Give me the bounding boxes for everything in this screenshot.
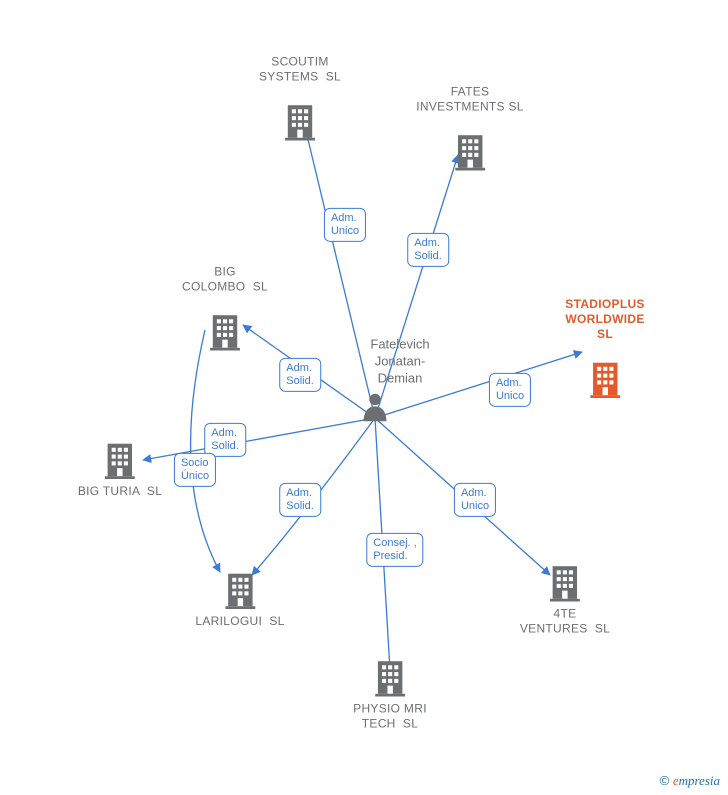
company-label: SCOUTIM SYSTEMS SL <box>259 55 341 85</box>
building-icon <box>223 571 257 614</box>
person-icon <box>361 392 389 429</box>
copyright: © empresia <box>660 773 720 789</box>
center-label: Fatelevich Jonatan- Demian <box>370 337 429 388</box>
brand: empresia <box>673 773 720 788</box>
building-icon <box>283 103 317 146</box>
edge-label-scoutim: Adm. Unico <box>324 208 366 242</box>
building-icon <box>373 659 407 702</box>
edge-label-extra-0: Socio Único <box>174 453 216 487</box>
building-icon <box>103 441 137 484</box>
company-label: STADIOPLUS WORLDWIDE SL <box>565 297 644 342</box>
company-label: LARILOGUI SL <box>195 614 284 629</box>
company-label: PHYSIO MRI TECH SL <box>353 702 427 732</box>
company-node-bigturia[interactable]: BIG TURIA SL <box>78 441 162 499</box>
company-node-larilogui[interactable]: LARILOGUI SL <box>195 571 284 629</box>
company-label: BIG TURIA SL <box>78 484 162 499</box>
edge-label-stadioplus: Adm. Unico <box>489 373 531 407</box>
company-node-bigcolombo[interactable]: BIG COLOMBO SL <box>182 265 268 356</box>
edge-label-larilogui: Adm. Solid. <box>279 483 321 517</box>
building-icon <box>453 133 487 176</box>
company-node-physio[interactable]: PHYSIO MRI TECH SL <box>353 659 427 732</box>
edge-label-bigcolombo: Adm. Solid. <box>279 358 321 392</box>
company-node-stadioplus[interactable]: STADIOPLUS WORLDWIDE SL <box>565 297 644 403</box>
center-person <box>361 392 389 429</box>
company-node-fates[interactable]: FATES INVESTMENTS SL <box>416 85 524 176</box>
company-label: FATES INVESTMENTS SL <box>416 85 524 115</box>
edge-label-fates: Adm. Solid. <box>407 233 449 267</box>
edge-label-4te: Adm. Unico <box>454 483 496 517</box>
company-node-4te[interactable]: 4TE VENTURES SL <box>520 564 610 637</box>
building-icon <box>588 360 622 403</box>
diagram-canvas: Fatelevich Jonatan- Demian SCOUTIM SYSTE… <box>0 0 728 795</box>
building-icon <box>208 313 242 356</box>
company-node-scoutim[interactable]: SCOUTIM SYSTEMS SL <box>259 55 341 146</box>
copyright-symbol: © <box>660 773 670 788</box>
building-icon <box>548 564 582 607</box>
company-label: 4TE VENTURES SL <box>520 607 610 637</box>
company-label: BIG COLOMBO SL <box>182 265 268 295</box>
edge-label-physio: Consej. , Presid. <box>366 533 423 567</box>
